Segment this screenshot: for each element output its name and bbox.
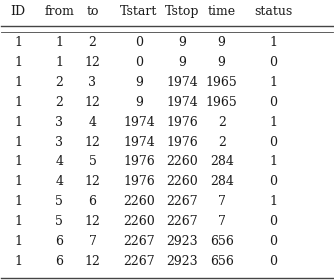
Text: 1: 1 — [14, 175, 22, 188]
Text: 656: 656 — [210, 255, 233, 268]
Text: 7: 7 — [218, 215, 225, 228]
Text: Tstop: Tstop — [165, 5, 199, 18]
Text: time: time — [208, 5, 236, 18]
Text: 2260: 2260 — [166, 155, 198, 169]
Text: 12: 12 — [85, 255, 101, 268]
Text: 1: 1 — [14, 255, 22, 268]
Text: Tstart: Tstart — [120, 5, 158, 18]
Text: 1965: 1965 — [206, 76, 237, 89]
Text: 9: 9 — [135, 96, 143, 109]
Text: 2260: 2260 — [123, 215, 155, 228]
Text: 12: 12 — [85, 215, 101, 228]
Text: 3: 3 — [55, 136, 63, 149]
Text: 1976: 1976 — [123, 175, 155, 188]
Text: 1965: 1965 — [206, 96, 237, 109]
Text: 1: 1 — [14, 56, 22, 69]
Text: 5: 5 — [89, 155, 97, 169]
Text: 9: 9 — [178, 36, 186, 49]
Text: 2: 2 — [89, 36, 97, 49]
Text: 0: 0 — [269, 235, 277, 248]
Text: 1: 1 — [269, 36, 277, 49]
Text: 0: 0 — [269, 56, 277, 69]
Text: 0: 0 — [269, 215, 277, 228]
Text: 1: 1 — [14, 195, 22, 208]
Text: 1: 1 — [14, 96, 22, 109]
Text: ID: ID — [10, 5, 25, 18]
Text: 5: 5 — [55, 215, 63, 228]
Text: 7: 7 — [218, 195, 225, 208]
Text: 2923: 2923 — [166, 235, 198, 248]
Text: 1: 1 — [14, 36, 22, 49]
Text: 1974: 1974 — [123, 136, 155, 149]
Text: 2267: 2267 — [123, 255, 155, 268]
Text: 6: 6 — [55, 235, 63, 248]
Text: 1: 1 — [14, 215, 22, 228]
Text: 4: 4 — [55, 155, 63, 169]
Text: 1976: 1976 — [166, 116, 198, 129]
Text: 3: 3 — [55, 116, 63, 129]
Text: 0: 0 — [269, 175, 277, 188]
Text: 3: 3 — [89, 76, 97, 89]
Text: 0: 0 — [269, 96, 277, 109]
Text: 2260: 2260 — [166, 175, 198, 188]
Text: 12: 12 — [85, 96, 101, 109]
Text: 1976: 1976 — [123, 155, 155, 169]
Text: 284: 284 — [210, 155, 233, 169]
Text: 9: 9 — [218, 56, 225, 69]
Text: 1976: 1976 — [166, 136, 198, 149]
Text: 284: 284 — [210, 175, 233, 188]
Text: 1: 1 — [269, 155, 277, 169]
Text: from: from — [44, 5, 74, 18]
Text: 2: 2 — [55, 76, 63, 89]
Text: 7: 7 — [89, 235, 97, 248]
Text: 1: 1 — [14, 136, 22, 149]
Text: 9: 9 — [135, 76, 143, 89]
Text: 6: 6 — [55, 255, 63, 268]
Text: 1: 1 — [55, 36, 63, 49]
Text: 12: 12 — [85, 56, 101, 69]
Text: 1: 1 — [269, 76, 277, 89]
Text: 2267: 2267 — [166, 195, 198, 208]
Text: 12: 12 — [85, 175, 101, 188]
Text: 2: 2 — [218, 116, 225, 129]
Text: 2267: 2267 — [123, 235, 155, 248]
Text: 0: 0 — [269, 136, 277, 149]
Text: 5: 5 — [55, 195, 63, 208]
Text: 2: 2 — [218, 136, 225, 149]
Text: 9: 9 — [178, 56, 186, 69]
Text: 1: 1 — [14, 235, 22, 248]
Text: 4: 4 — [89, 116, 97, 129]
Text: 1974: 1974 — [123, 116, 155, 129]
Text: 1: 1 — [269, 116, 277, 129]
Text: 2267: 2267 — [166, 215, 198, 228]
Text: 2923: 2923 — [166, 255, 198, 268]
Text: 0: 0 — [135, 36, 143, 49]
Text: 1: 1 — [269, 195, 277, 208]
Text: 1: 1 — [14, 155, 22, 169]
Text: 1: 1 — [14, 76, 22, 89]
Text: 1: 1 — [55, 56, 63, 69]
Text: 2: 2 — [55, 96, 63, 109]
Text: 0: 0 — [135, 56, 143, 69]
Text: 656: 656 — [210, 235, 233, 248]
Text: 9: 9 — [218, 36, 225, 49]
Text: status: status — [254, 5, 292, 18]
Text: 2260: 2260 — [123, 195, 155, 208]
Text: 1974: 1974 — [166, 96, 198, 109]
Text: 1: 1 — [14, 116, 22, 129]
Text: 6: 6 — [89, 195, 97, 208]
Text: 1974: 1974 — [166, 76, 198, 89]
Text: 12: 12 — [85, 136, 101, 149]
Text: to: to — [86, 5, 99, 18]
Text: 0: 0 — [269, 255, 277, 268]
Text: 4: 4 — [55, 175, 63, 188]
